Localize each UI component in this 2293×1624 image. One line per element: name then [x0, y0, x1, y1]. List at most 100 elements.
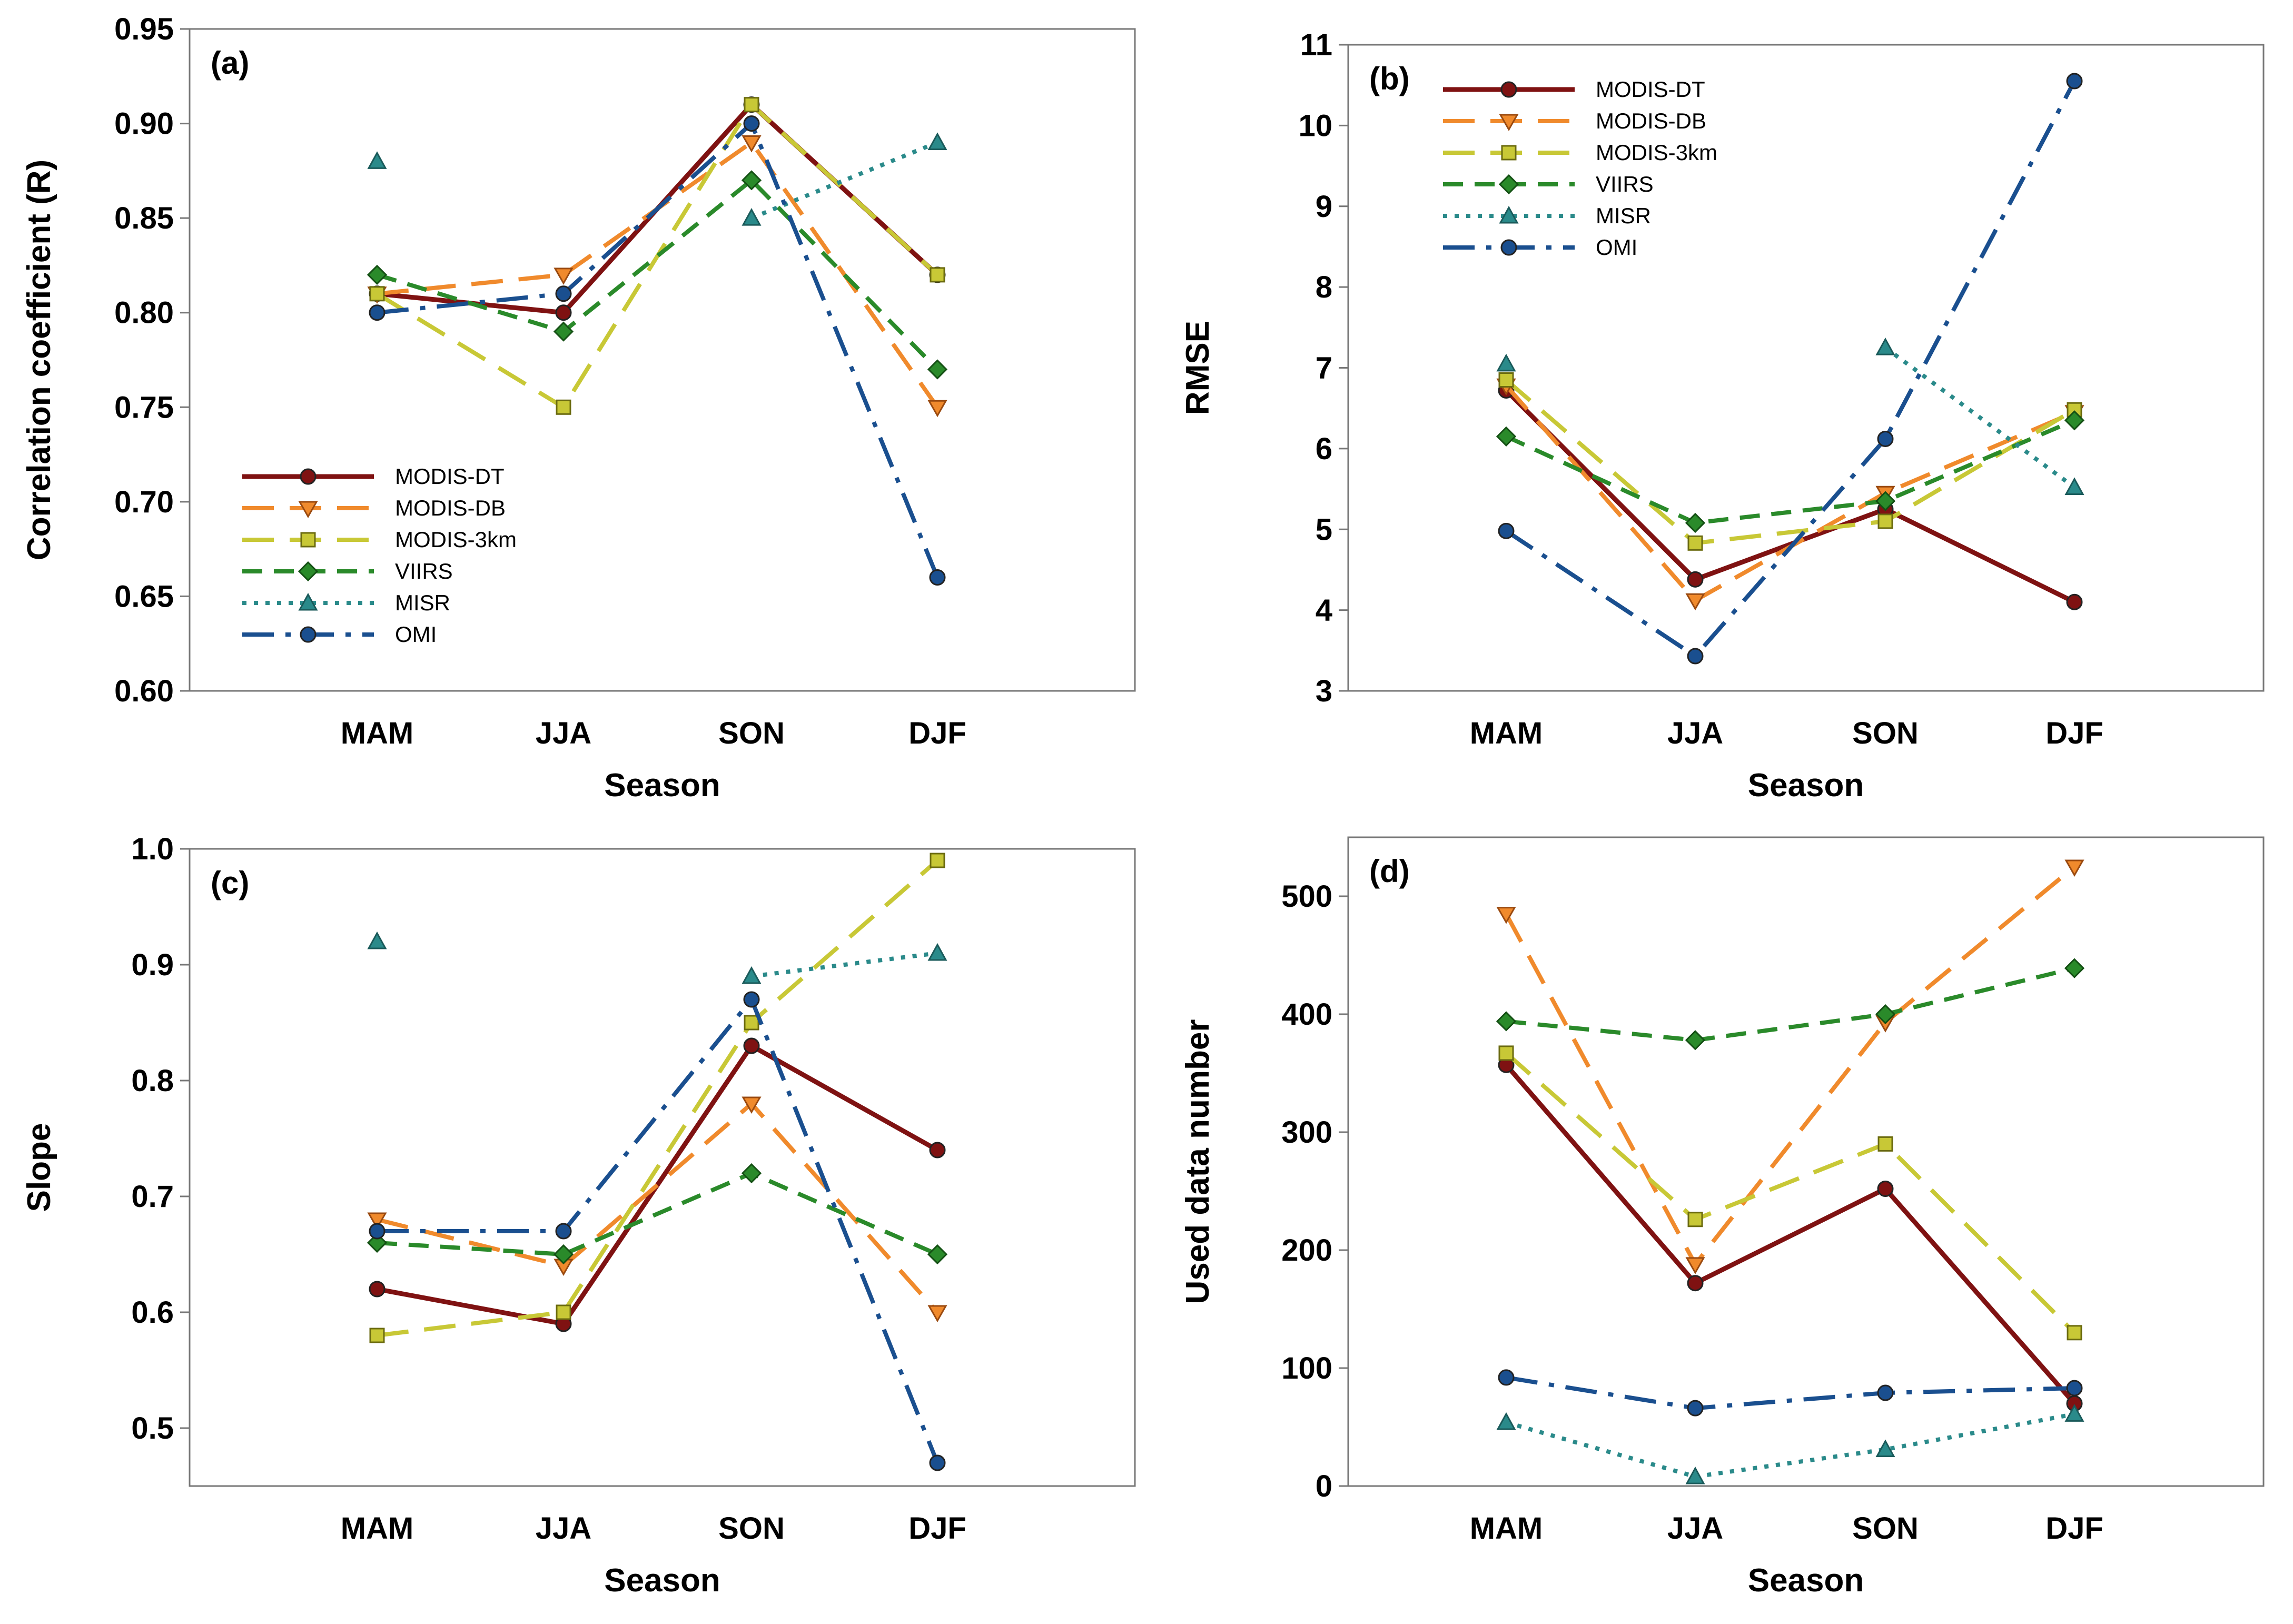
y-tick-label: 400 — [1281, 997, 1332, 1032]
x-tick-label-mam: MAM — [1470, 716, 1543, 750]
y-tick-label: 0.8 — [131, 1064, 174, 1098]
data-point-misr-son — [742, 966, 762, 984]
y-tick-label: 0.65 — [114, 579, 174, 613]
x-tick-label-son: SON — [718, 716, 785, 750]
legend-marker-modis-db — [1499, 114, 1519, 132]
series-omi — [369, 991, 946, 1471]
data-point-modis-dt-son — [1877, 1181, 1894, 1197]
plot-frame — [1347, 836, 2265, 1487]
x-tick-label-djf: DJF — [2045, 1511, 2103, 1546]
series-line-omi — [1506, 1375, 2075, 1411]
x-tick-label-djf: DJF — [2045, 716, 2103, 750]
data-point-omi-son — [743, 991, 760, 1008]
series-line-modis-dt — [1504, 389, 2075, 605]
legend-label-viirs: VIIRS — [395, 559, 453, 583]
series-modis-dt — [1498, 382, 2083, 610]
chart-panel-a: 0.60 0.65 0.70 0.75 0.80 0.85 0.90 0.95 MAM JJA SO… — [21, 12, 1136, 804]
y-tick-label: 0.90 — [114, 107, 174, 141]
legend-label-misr: MISR — [1596, 203, 1651, 228]
series-line-modis-db — [1504, 384, 2075, 603]
series-line-modis-db — [1504, 865, 2076, 1266]
series-omi — [369, 115, 946, 586]
x-tick-label-djf: DJF — [908, 716, 966, 750]
y-tick-label: 5 — [1316, 512, 1332, 547]
data-point-omi-jja — [555, 285, 572, 302]
x-tick-label-son: SON — [1852, 1511, 1919, 1546]
series-misr — [1496, 1404, 2084, 1484]
data-point-modis-3km-mam — [1498, 1045, 1514, 1061]
data-point-modis-db-djf — [927, 400, 947, 418]
x-axis-title: Season — [1748, 1562, 1864, 1599]
data-point-misr-mam — [1496, 1412, 1516, 1430]
data-point-viirs-son — [1875, 1004, 1896, 1025]
legend-marker-modis-dt — [1500, 81, 1517, 98]
legend-marker-misr — [1499, 205, 1519, 224]
series-misr — [1496, 338, 2084, 495]
data-point-modis-3km-son — [1877, 513, 1893, 529]
data-point-modis-3km-djf — [930, 853, 945, 868]
data-point-modis-dt-mam — [369, 1281, 386, 1298]
data-point-modis-3km-son — [744, 97, 759, 113]
data-point-omi-djf — [2066, 1380, 2083, 1397]
series-line-modis-3km — [1505, 378, 2076, 546]
data-point-modis-dt-jja — [1687, 1275, 1704, 1292]
y-tick-label: 0.9 — [131, 948, 174, 982]
x-tick-label-son: SON — [718, 1511, 785, 1546]
x-tick-label-jja: JJA — [1667, 716, 1723, 750]
data-point-modis-3km-jja — [1687, 1212, 1703, 1227]
y-tick-label: 7 — [1316, 351, 1332, 385]
series-modis-db — [367, 135, 947, 418]
data-point-omi-mam — [369, 1223, 386, 1240]
data-point-modis-dt-jja — [1687, 571, 1704, 588]
data-point-modis-db-son — [742, 1096, 762, 1114]
y-tick-label: 3 — [1316, 674, 1332, 708]
x-tick-label-jja: JJA — [536, 1511, 591, 1546]
series-line-omi — [377, 121, 940, 579]
series-line-modis-dt — [377, 1043, 939, 1326]
data-point-viirs-mam — [367, 264, 388, 285]
data-point-misr-son — [1875, 338, 1895, 355]
data-point-omi-son — [1877, 430, 1894, 447]
legend-label-modis-db: MODIS-DB — [395, 496, 506, 520]
data-point-omi-mam — [1498, 522, 1515, 539]
y-tick-label: 300 — [1281, 1115, 1332, 1150]
y-tick-label: 0.60 — [114, 674, 174, 708]
plot-frame — [189, 848, 1136, 1487]
series-viirs — [1496, 958, 2085, 1051]
data-point-omi-jja — [1687, 648, 1704, 665]
legend: MODIS-DT MODIS-DB MODIS-3km VIIRS MISR OMI — [242, 464, 517, 647]
legend-label-misr: MISR — [395, 590, 450, 615]
data-point-modis-dt-jja — [555, 304, 572, 321]
x-tick-label-djf: DJF — [908, 1511, 966, 1546]
data-point-misr-djf — [927, 943, 947, 961]
y-tick-label: 0.5 — [131, 1411, 174, 1445]
data-point-modis-3km-son — [1877, 1136, 1893, 1152]
x-tick-label-son: SON — [1852, 716, 1919, 750]
data-point-modis-3km-jja — [556, 1304, 571, 1320]
data-point-modis-3km-son — [744, 1015, 759, 1031]
panel-label: (d) — [1369, 854, 1410, 889]
series-line-modis-dt — [1504, 1063, 2077, 1405]
chart-panel-c: 0.5 0.6 0.7 0.8 0.9 1.0 MAM JJA SON DJF Season Slop… — [21, 832, 1136, 1599]
data-point-misr-djf — [927, 132, 947, 150]
series-modis-db — [1496, 859, 2084, 1274]
series-line-misr — [1884, 345, 2076, 489]
y-tick-label: 0.7 — [131, 1180, 174, 1214]
data-point-modis-db-djf — [927, 1305, 947, 1323]
y-tick-label: 4 — [1316, 593, 1332, 628]
x-tick-label-jja: JJA — [536, 716, 591, 750]
panel-label: (b) — [1369, 61, 1410, 96]
data-point-viirs-mam — [1496, 1011, 1517, 1032]
legend-marker-misr — [298, 592, 318, 611]
y-tick-label: 6 — [1316, 432, 1332, 466]
data-point-modis-db-jja — [554, 268, 574, 285]
data-point-viirs-djf — [2064, 958, 2085, 978]
x-tick-label-jja: JJA — [1667, 1511, 1723, 1546]
data-point-viirs-son — [741, 170, 762, 191]
panel-label: (c) — [211, 865, 249, 900]
y-tick-label: 0.75 — [114, 390, 174, 424]
series-omi — [1498, 1369, 2083, 1417]
plot-frame — [189, 28, 1136, 692]
data-point-misr-jja — [1685, 1466, 1705, 1484]
y-tick-label: 0.80 — [114, 296, 174, 330]
